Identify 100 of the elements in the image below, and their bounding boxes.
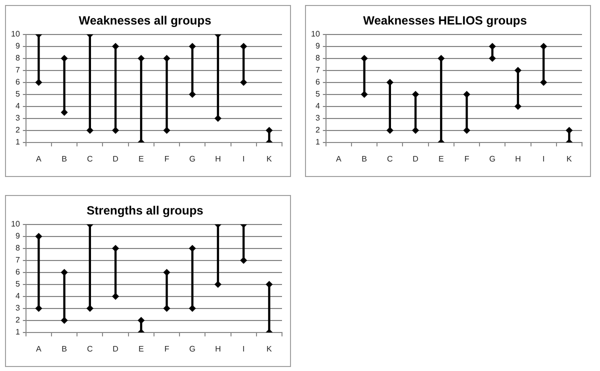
- point: [240, 78, 248, 86]
- point: [438, 54, 445, 62]
- point: [86, 126, 94, 134]
- point: [188, 42, 196, 50]
- chart-title: Weaknesses all groups: [78, 14, 212, 28]
- x-tick-label: D: [412, 154, 419, 164]
- x-tick-label: I: [242, 154, 245, 164]
- y-tick-label: 9: [315, 42, 320, 51]
- point: [488, 54, 496, 62]
- point: [514, 66, 522, 74]
- point: [163, 268, 170, 276]
- point: [60, 268, 68, 276]
- y-tick-label: 6: [15, 268, 20, 277]
- x-tick-label: F: [164, 154, 170, 164]
- point: [188, 244, 196, 252]
- chart-title: Strengths all groups: [86, 204, 204, 218]
- point: [412, 126, 420, 134]
- point: [463, 126, 470, 134]
- y-tick-label: 8: [15, 54, 20, 63]
- x-tick-label: K: [266, 154, 273, 164]
- point: [386, 78, 394, 86]
- x-tick-label: I: [542, 154, 545, 164]
- chart-title: Weaknesses HELIOS groups: [363, 14, 528, 28]
- point: [240, 42, 248, 50]
- y-tick-label: 10: [310, 30, 320, 39]
- y-tick-label: 5: [15, 280, 20, 289]
- x-tick-label: C: [87, 154, 94, 164]
- point: [188, 90, 196, 98]
- x-tick-label: D: [112, 154, 119, 164]
- x-tick-label: H: [215, 154, 222, 164]
- point: [188, 304, 196, 312]
- y-tick-label: 7: [15, 66, 20, 75]
- y-tick-label: 10: [10, 30, 20, 39]
- point: [112, 42, 120, 50]
- x-tick-label: G: [489, 154, 496, 164]
- point: [163, 304, 170, 312]
- x-tick-label: I: [242, 344, 245, 354]
- x-tick-label: G: [189, 344, 196, 354]
- y-tick-label: 3: [15, 114, 20, 123]
- y-tick-label: 2: [315, 126, 320, 135]
- y-tick-label: 8: [315, 54, 320, 63]
- x-tick-label: F: [164, 344, 170, 354]
- point: [540, 78, 548, 86]
- x-tick-label: A: [336, 154, 342, 164]
- point: [112, 126, 120, 134]
- y-tick-label: 1: [15, 328, 20, 337]
- point: [35, 78, 42, 86]
- y-tick-label: 6: [15, 78, 20, 87]
- x-tick-label: H: [515, 154, 522, 164]
- point: [112, 244, 120, 252]
- y-tick-label: 1: [15, 138, 20, 147]
- x-tick-label: E: [138, 154, 144, 164]
- y-tick-label: 6: [315, 78, 320, 87]
- y-tick-label: 3: [15, 304, 20, 313]
- x-tick-label: D: [112, 344, 119, 354]
- y-tick-label: 5: [15, 90, 20, 99]
- y-tick-label: 2: [15, 316, 20, 325]
- point: [266, 280, 273, 288]
- x-tick-label: C: [387, 154, 394, 164]
- y-tick-label: 3: [315, 114, 320, 123]
- x-tick-label: A: [36, 154, 42, 164]
- point: [214, 114, 222, 122]
- y-tick-label: 2: [15, 126, 20, 135]
- x-tick-label: B: [62, 154, 67, 164]
- point: [488, 42, 496, 50]
- x-tick-label: G: [189, 154, 196, 164]
- point: [240, 256, 248, 264]
- point: [86, 304, 94, 312]
- point: [163, 54, 170, 62]
- point: [386, 126, 394, 134]
- point: [138, 54, 145, 62]
- x-tick-label: C: [87, 344, 94, 354]
- point: [514, 102, 522, 110]
- y-tick-label: 10: [10, 220, 20, 229]
- point: [138, 316, 145, 324]
- x-tick-label: K: [566, 154, 573, 164]
- point: [163, 126, 170, 134]
- point: [35, 304, 42, 312]
- point: [35, 232, 42, 240]
- point: [540, 42, 548, 50]
- x-tick-label: A: [36, 344, 42, 354]
- point: [412, 90, 420, 98]
- y-tick-label: 7: [15, 256, 20, 265]
- y-tick-label: 5: [315, 90, 320, 99]
- x-tick-label: E: [438, 154, 444, 164]
- x-tick-label: K: [266, 344, 273, 354]
- point: [60, 108, 68, 116]
- point: [360, 54, 368, 62]
- point: [463, 90, 470, 98]
- point: [214, 280, 222, 288]
- point: [112, 292, 120, 300]
- y-tick-label: 1: [315, 138, 320, 147]
- point: [266, 126, 273, 134]
- point: [566, 126, 573, 134]
- y-tick-label: 7: [315, 66, 320, 75]
- x-tick-label: B: [362, 154, 367, 164]
- y-tick-label: 9: [15, 42, 20, 51]
- x-tick-label: B: [62, 344, 67, 354]
- y-tick-label: 4: [15, 102, 20, 111]
- y-tick-label: 4: [315, 102, 320, 111]
